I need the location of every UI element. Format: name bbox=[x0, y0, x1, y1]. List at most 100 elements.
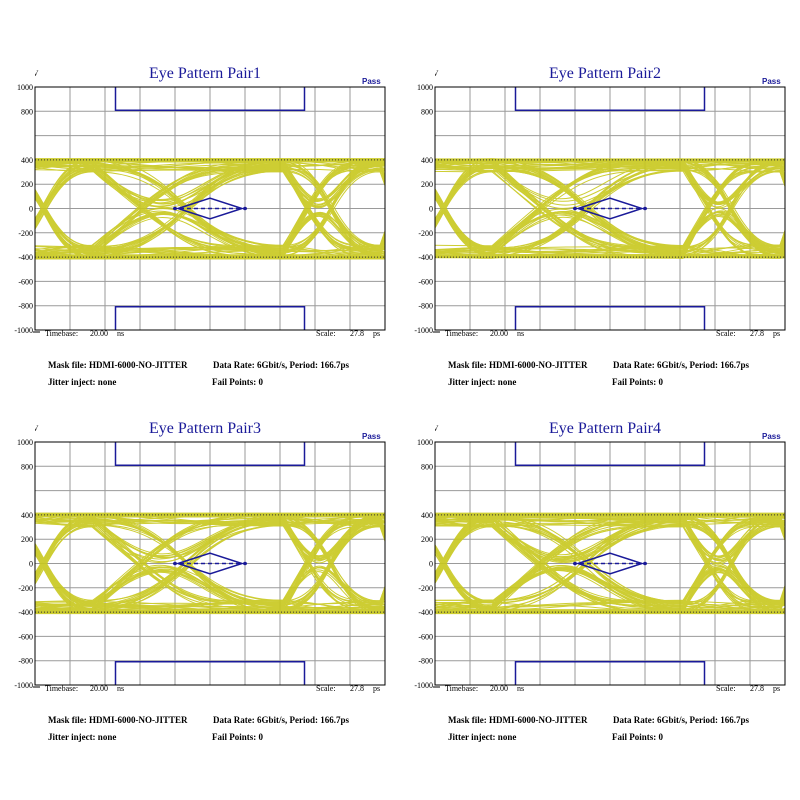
y-tick-label: -800 bbox=[18, 657, 33, 666]
timebase-value: 20.00 bbox=[490, 684, 508, 693]
plot-frame bbox=[34, 86, 386, 331]
eye-chart-svg: Eye Pattern Pair4PassUnit: mV10008004002… bbox=[400, 420, 800, 742]
mask-top bbox=[514, 87, 706, 112]
scale-value: 27.8 bbox=[750, 329, 764, 338]
y-tick-label: 200 bbox=[421, 180, 433, 189]
data-rate: Data Rate: 6Gbit/s, Period: 166.7ps bbox=[213, 360, 349, 370]
y-tick-label: -800 bbox=[418, 657, 433, 666]
y-tick-label: 1000 bbox=[17, 438, 33, 447]
y-tick-label: 1000 bbox=[17, 83, 33, 92]
y-tick-label: 400 bbox=[21, 156, 33, 165]
jitter-inject: Jitter inject: none bbox=[448, 377, 516, 387]
y-tick-label: -1000 bbox=[414, 681, 433, 690]
mask-top bbox=[114, 442, 306, 467]
jitter-inject: Jitter inject: none bbox=[48, 377, 116, 387]
jitter-inject: Jitter inject: none bbox=[448, 732, 516, 742]
mask-point bbox=[173, 561, 177, 566]
mask-point bbox=[173, 206, 177, 211]
y-tick-label: -200 bbox=[18, 584, 33, 593]
plot-frame bbox=[34, 441, 386, 686]
mask-bottom bbox=[514, 660, 706, 685]
mask-bottom bbox=[514, 305, 706, 330]
mask-point bbox=[243, 206, 247, 211]
scale-label: Scale: bbox=[716, 684, 736, 693]
chart-title: Eye Pattern Pair3 bbox=[149, 420, 261, 437]
eye-trace bbox=[0, 518, 400, 612]
y-tick-label: 800 bbox=[421, 107, 433, 116]
chart-title: Eye Pattern Pair2 bbox=[549, 65, 661, 82]
fail-points: Fail Points: 0 bbox=[612, 377, 663, 387]
y-tick-label: -400 bbox=[18, 608, 33, 617]
mask-bottom bbox=[114, 305, 306, 330]
y-tick-label: 800 bbox=[21, 462, 33, 471]
y-tick-label: 800 bbox=[421, 462, 433, 471]
scale-label: Scale: bbox=[716, 329, 736, 338]
eye-chart-svg: Eye Pattern Pair1PassUnit: mV10008004002… bbox=[0, 65, 400, 387]
y-tick-label: 0 bbox=[29, 205, 33, 214]
mask-bottom bbox=[114, 660, 306, 685]
pass-status: Pass bbox=[762, 432, 781, 441]
data-rate: Data Rate: 6Gbit/s, Period: 166.7ps bbox=[213, 715, 349, 725]
y-tick-label: -1000 bbox=[14, 326, 33, 335]
scale-unit: ps bbox=[773, 684, 780, 693]
mask-center-diamond bbox=[575, 552, 645, 575]
y-tick-label: -600 bbox=[18, 277, 33, 286]
y-tick-label: 1000 bbox=[417, 83, 433, 92]
mask-point bbox=[573, 561, 577, 566]
y-tick-label: 400 bbox=[421, 511, 433, 520]
mask-center-diamond bbox=[175, 197, 245, 220]
timebase-value: 20.00 bbox=[90, 329, 108, 338]
y-tick-label: -200 bbox=[18, 229, 33, 238]
y-tick-label: 0 bbox=[429, 205, 433, 214]
data-rate: Data Rate: 6Gbit/s, Period: 166.7ps bbox=[613, 715, 749, 725]
y-tick-label: 200 bbox=[421, 535, 433, 544]
timebase-value: 20.00 bbox=[90, 684, 108, 693]
clip-right bbox=[785, 422, 800, 705]
pass-status: Pass bbox=[362, 432, 381, 441]
fail-points: Fail Points: 0 bbox=[612, 732, 663, 742]
clip-right bbox=[785, 67, 800, 350]
eye-trace bbox=[0, 516, 400, 610]
timebase-value: 20.00 bbox=[490, 329, 508, 338]
y-tick-label: 1000 bbox=[417, 438, 433, 447]
y-tick-label: -200 bbox=[418, 229, 433, 238]
timebase-unit: ns bbox=[117, 684, 124, 693]
mask-point bbox=[643, 206, 647, 211]
y-tick-label: 200 bbox=[21, 180, 33, 189]
clip-right bbox=[385, 422, 400, 705]
eye-trace bbox=[0, 159, 400, 254]
timebase-label: Timebase: bbox=[45, 329, 78, 338]
scale-unit: ps bbox=[373, 329, 380, 338]
fail-points: Fail Points: 0 bbox=[212, 377, 263, 387]
scale-value: 27.8 bbox=[350, 329, 364, 338]
y-tick-label: -400 bbox=[418, 608, 433, 617]
eye-pattern-panel-2: Eye Pattern Pair2PassUnit: mV10008004002… bbox=[400, 0, 800, 400]
timebase-label: Timebase: bbox=[445, 684, 478, 693]
eye-pattern-panel-3: Eye Pattern Pair3PassUnit: mV10008004002… bbox=[0, 355, 400, 755]
y-tick-label: -800 bbox=[418, 302, 433, 311]
eye-pattern-panel-1: Eye Pattern Pair1PassUnit: mV10008004002… bbox=[0, 0, 400, 400]
scale-value: 27.8 bbox=[750, 684, 764, 693]
chart-title: Eye Pattern Pair4 bbox=[549, 420, 661, 437]
clip-left bbox=[0, 422, 35, 705]
y-tick-label: -1000 bbox=[14, 681, 33, 690]
timebase-unit: ns bbox=[117, 329, 124, 338]
mask-top bbox=[514, 442, 706, 467]
eye-pattern-panel-4: Eye Pattern Pair4PassUnit: mV10008004002… bbox=[400, 355, 800, 755]
y-tick-label: -400 bbox=[18, 253, 33, 262]
mask-center-diamond bbox=[575, 197, 645, 220]
eye-chart-svg: Eye Pattern Pair3PassUnit: mV10008004002… bbox=[0, 420, 400, 742]
mask-top bbox=[114, 87, 306, 112]
mask-point bbox=[643, 561, 647, 566]
clip-left bbox=[400, 422, 435, 705]
y-tick-label: -400 bbox=[418, 253, 433, 262]
scale-unit: ps bbox=[373, 684, 380, 693]
y-tick-label: -600 bbox=[418, 277, 433, 286]
scale-label: Scale: bbox=[316, 329, 336, 338]
timebase-unit: ns bbox=[517, 329, 524, 338]
clip-left bbox=[0, 67, 35, 350]
mask-point bbox=[573, 206, 577, 211]
mask-file: Mask file: HDMI-6000-NO-JITTER bbox=[448, 715, 588, 725]
mask-file: Mask file: HDMI-6000-NO-JITTER bbox=[48, 715, 188, 725]
y-tick-label: -200 bbox=[418, 584, 433, 593]
